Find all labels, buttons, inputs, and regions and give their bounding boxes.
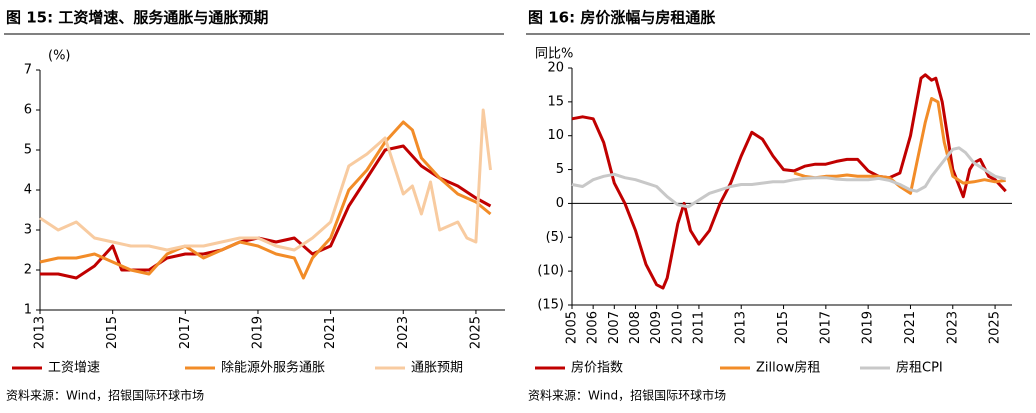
y-tick-label: 2 bbox=[24, 263, 32, 278]
x-tick-label: 2015 bbox=[105, 316, 120, 349]
y-tick-label: (5) bbox=[546, 230, 564, 245]
y-tick-label: 3 bbox=[24, 223, 32, 238]
legend-label: 房租CPI bbox=[896, 360, 943, 376]
legend-label: 房价指数 bbox=[571, 360, 623, 376]
x-tick-label: 2013 bbox=[734, 311, 749, 344]
data-line bbox=[571, 73, 1007, 290]
legend-label: 通胀预期 bbox=[411, 361, 463, 376]
data-line bbox=[793, 97, 1006, 195]
y-tick-label: 5 bbox=[24, 143, 32, 158]
x-tick-label: 2025 bbox=[988, 311, 1003, 344]
x-tick-label: 2021 bbox=[903, 311, 918, 344]
y-axis-label: (%) bbox=[48, 49, 71, 64]
x-tick-label: 2017 bbox=[818, 311, 833, 344]
x-tick-label: 2005 bbox=[565, 311, 580, 344]
data-line bbox=[39, 120, 492, 280]
legend-label: 除能源外服务通胀 bbox=[221, 360, 325, 376]
x-tick-label: 2015 bbox=[776, 311, 791, 344]
source-note: 资料来源：Wind，招银国际环球市场 bbox=[6, 388, 204, 403]
x-tick-label: 2010 bbox=[670, 311, 685, 344]
x-tick-label: 2025 bbox=[468, 316, 483, 349]
y-tick-label: (15) bbox=[537, 298, 564, 313]
data-line bbox=[571, 146, 1007, 209]
x-tick-label: 2009 bbox=[649, 311, 664, 344]
y-tick-label: 4 bbox=[24, 183, 32, 198]
y-tick-label: 15 bbox=[547, 94, 564, 109]
x-tick-label: 2007 bbox=[607, 311, 622, 344]
legend-label: Zillow房租 bbox=[756, 360, 820, 376]
x-tick-label: 2006 bbox=[586, 311, 601, 344]
x-tick-label: 2013 bbox=[33, 316, 48, 349]
x-tick-label: 2023 bbox=[945, 311, 960, 344]
x-tick-label: 2019 bbox=[250, 316, 265, 349]
x-tick-label: 2019 bbox=[861, 311, 876, 344]
y-tick-label: 1 bbox=[24, 303, 32, 318]
legend-label: 工资增速 bbox=[48, 361, 100, 376]
y-tick-label: 6 bbox=[24, 103, 32, 118]
chart-title: 图 15: 工资增速、服务通胀与通胀预期 bbox=[6, 9, 268, 27]
x-tick-label: 2023 bbox=[396, 316, 411, 349]
y-tick-label: (10) bbox=[537, 264, 564, 279]
y-tick-label: 20 bbox=[547, 61, 564, 76]
y-axis-label: 同比% bbox=[535, 47, 573, 62]
y-tick-label: 5 bbox=[556, 162, 564, 177]
y-tick-label: 0 bbox=[556, 196, 564, 211]
y-tick-label: 10 bbox=[547, 128, 564, 143]
data-line bbox=[39, 108, 492, 252]
x-tick-label: 2017 bbox=[178, 316, 193, 349]
x-tick-label: 2021 bbox=[323, 316, 338, 349]
x-tick-label: 2011 bbox=[691, 311, 706, 344]
chart-title: 图 16: 房价涨幅与房租通胀 bbox=[528, 9, 715, 27]
y-tick-label: 7 bbox=[24, 63, 32, 78]
source-note: 资料来源：Wind，招银国际环球市场 bbox=[528, 388, 726, 403]
x-tick-label: 2008 bbox=[628, 311, 643, 344]
